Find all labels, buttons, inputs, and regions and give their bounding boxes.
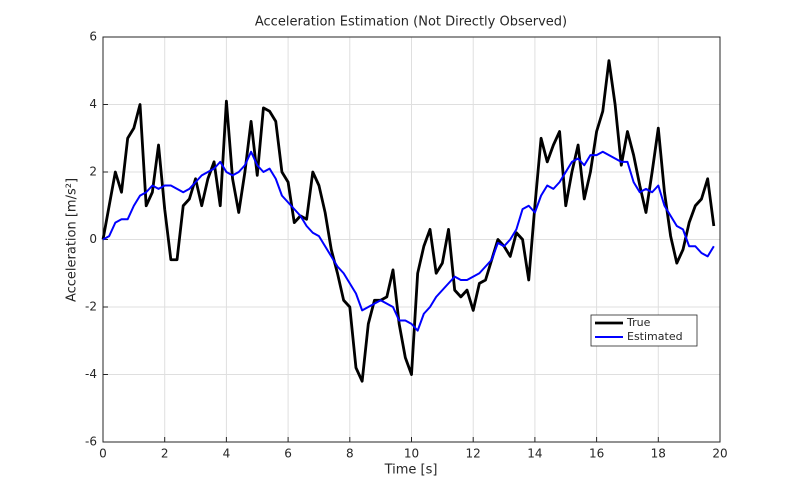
legend-box (590, 314, 698, 347)
y-tick-label: 0 (89, 232, 97, 246)
x-tick-label: 12 (466, 447, 481, 461)
x-axis-label: Time [s] (384, 463, 438, 478)
series-line (101, 59, 716, 383)
y-tick-label: -2 (85, 300, 97, 314)
x-tick-label: 10 (404, 447, 419, 461)
y-tick-label: 4 (89, 97, 97, 111)
x-tick-label: 8 (346, 447, 354, 461)
x-tick-label: 20 (712, 447, 727, 461)
x-tick-label: 16 (589, 447, 604, 461)
x-tick-label: 14 (527, 447, 542, 461)
y-axis-label: Acceleration [m/s²] (65, 178, 80, 302)
series-line (102, 150, 715, 332)
y-tick-label: 6 (89, 30, 97, 44)
legend-label: Estimated (627, 330, 683, 343)
chart-title: Acceleration Estimation (Not Directly Ob… (255, 15, 567, 30)
x-tick-label: 2 (161, 447, 169, 461)
y-tick-label: -4 (85, 367, 97, 381)
x-tick-label: 4 (223, 447, 231, 461)
x-tick-label: 18 (651, 447, 666, 461)
legend-label: True (626, 316, 651, 329)
x-tick-label: 0 (99, 447, 107, 461)
x-tick-label: 6 (284, 447, 292, 461)
y-tick-label: -6 (85, 435, 97, 449)
y-tick-label: 2 (89, 165, 97, 179)
